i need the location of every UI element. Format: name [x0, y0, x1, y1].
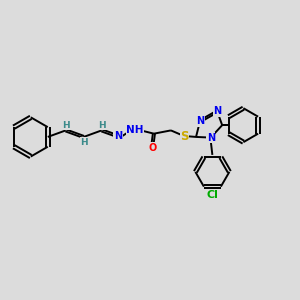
Text: N: N	[213, 106, 221, 116]
Text: N: N	[114, 131, 122, 141]
Text: NH: NH	[126, 125, 144, 135]
Text: O: O	[148, 143, 156, 153]
Text: H: H	[98, 121, 106, 130]
Text: Cl: Cl	[206, 190, 218, 200]
Text: N: N	[207, 133, 215, 142]
Text: N: N	[196, 116, 204, 126]
Text: H: H	[80, 138, 88, 147]
Text: S: S	[180, 130, 189, 143]
Text: H: H	[63, 121, 70, 130]
